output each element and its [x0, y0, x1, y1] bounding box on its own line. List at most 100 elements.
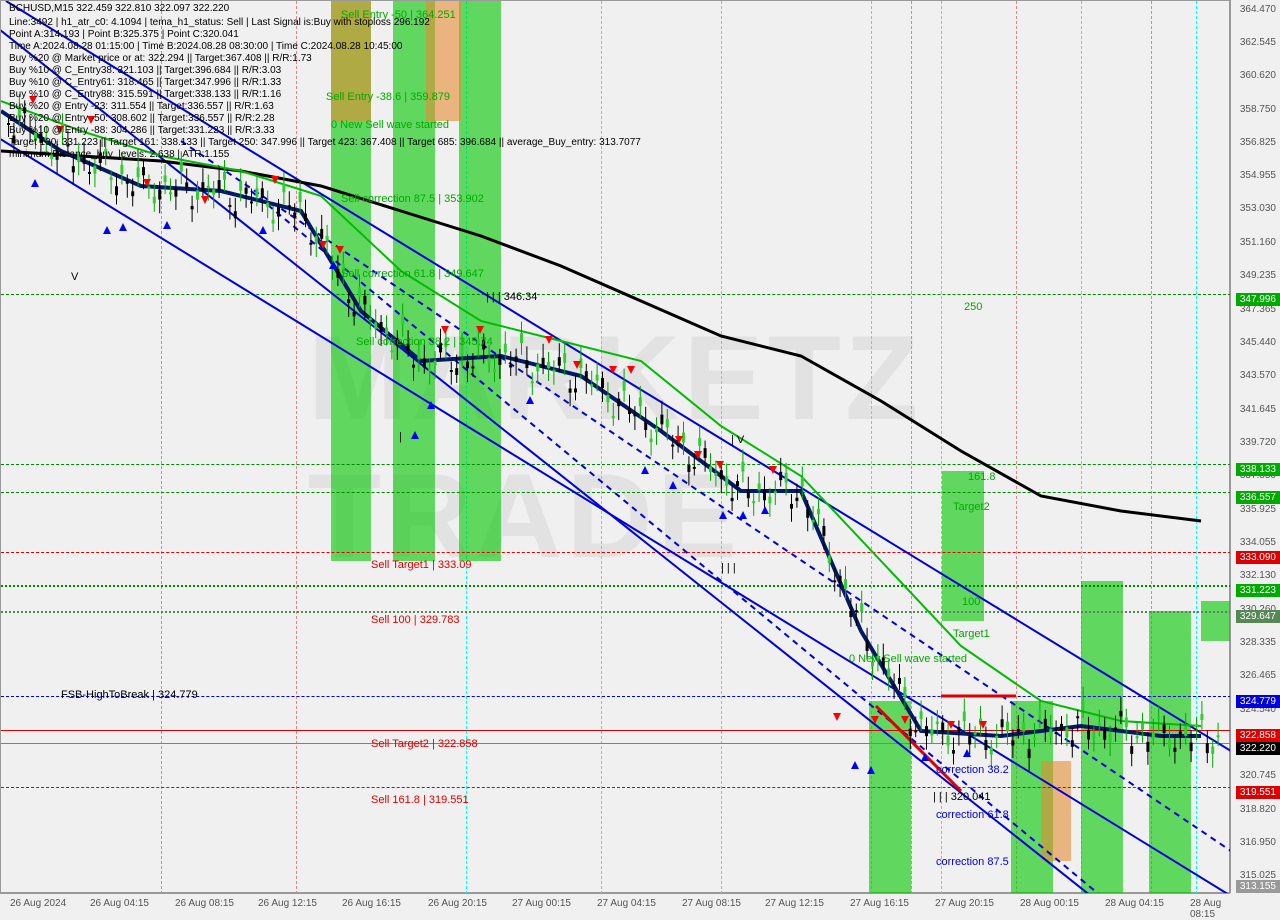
- info-line: Buy %20 @ Entry -23: 311.554 || Target:3…: [9, 101, 274, 112]
- y-axis-label: 349.235: [1240, 270, 1276, 281]
- chart-label: Sell correction 38.2 | 345.74: [356, 336, 493, 348]
- arrow-up-icon: [526, 396, 534, 404]
- x-axis-label: 28 Aug 04:15: [1105, 898, 1164, 909]
- arrow-down-icon: [833, 713, 841, 721]
- arrow-up-icon: [259, 226, 267, 234]
- chart-label: Sell Entry -38.6 | 359.879: [326, 91, 450, 103]
- hline: [1, 611, 1231, 613]
- arrow-down-icon: [609, 366, 617, 374]
- arrow-down-icon: [675, 436, 683, 444]
- arrow-up-icon: [641, 466, 649, 474]
- x-axis-label: 27 Aug 00:15: [512, 898, 571, 909]
- chart-label: Sell 100 | 329.783: [371, 614, 459, 626]
- chart-label: Sell Target2 | 322.858: [371, 738, 478, 750]
- x-axis-label: 26 Aug 12:15: [258, 898, 317, 909]
- info-line: Time A:2024.08.28 01:15:00 | Time B:2024…: [9, 41, 402, 52]
- hline: [1, 464, 1231, 465]
- vline: [721, 1, 722, 894]
- chart-label: V: [71, 271, 78, 283]
- arrow-down-icon: [441, 326, 449, 334]
- info-line: Buy %20 @ Market price or at: 322.294 ||…: [9, 53, 312, 64]
- arrow-up-icon: [119, 223, 127, 231]
- price-tag: 333.090: [1236, 551, 1280, 564]
- zone-rect: [1149, 611, 1191, 901]
- arrow-up-icon: [411, 431, 419, 439]
- chart-label: correction 61.8: [936, 809, 1009, 821]
- y-axis-label: 360.620: [1240, 70, 1276, 81]
- arrow-down-icon: [545, 336, 553, 344]
- arrow-down-icon: [143, 179, 151, 187]
- arrow-up-icon: [163, 221, 171, 229]
- zone-rect: [1041, 761, 1071, 861]
- chart-label: 161.8: [968, 471, 996, 483]
- x-axis-label: 26 Aug 2024: [10, 898, 66, 909]
- info-line: Buy %10 @ Entry -88: 304.286 || Target:3…: [9, 125, 275, 136]
- arrow-down-icon: [573, 361, 581, 369]
- plot-area[interactable]: MARKETZ TRADE Sell Entry -50 | 364.251Se…: [0, 0, 1230, 893]
- zone-rect: [459, 1, 501, 561]
- arrow-up-icon: [103, 226, 111, 234]
- hline: [1, 730, 1231, 731]
- info-line: Buy %10 @ C_Entry38: 321.103 || Target:3…: [9, 65, 281, 76]
- y-axis-label: 334.055: [1240, 537, 1276, 548]
- x-axis-label: 27 Aug 16:15: [850, 898, 909, 909]
- arrow-up-icon: [761, 506, 769, 514]
- y-axis-label: 356.825: [1240, 137, 1276, 148]
- x-axis-label: 26 Aug 08:15: [175, 898, 234, 909]
- chart-label: Sell correction 61.8 | 349.647: [341, 268, 484, 280]
- hline: [1, 743, 1231, 744]
- info-line: Buy %10 @ C_Entry61: 318.465 || Target:3…: [9, 77, 281, 88]
- chart-label: 0 New Sell wave started: [849, 653, 967, 665]
- chart-label: | | |: [721, 562, 736, 574]
- vline: [1196, 1, 1197, 894]
- vline: [296, 1, 297, 894]
- y-axis-label: 335.925: [1240, 504, 1276, 515]
- arrow-up-icon: [739, 511, 747, 519]
- chart-label: 250: [964, 301, 982, 313]
- x-axis-label: 27 Aug 04:15: [597, 898, 656, 909]
- price-tag: 322.220: [1236, 742, 1280, 755]
- x-axis-label: 28 Aug 08:15: [1190, 898, 1230, 920]
- chart-label: | V: [731, 434, 744, 446]
- arrow-down-icon: [901, 716, 909, 724]
- arrow-down-icon: [627, 366, 635, 374]
- chart-label: | | | 346.34: [486, 291, 537, 303]
- price-tag: 331.223: [1236, 584, 1280, 597]
- y-axis-label: 326.465: [1240, 670, 1276, 681]
- chart-container: MARKETZ TRADE Sell Entry -50 | 364.251Se…: [0, 0, 1280, 920]
- chart-label: correction 38.2: [936, 764, 1009, 776]
- x-axis-label: 27 Aug 20:15: [935, 898, 994, 909]
- x-axis-label: 28 Aug 00:15: [1020, 898, 1079, 909]
- arrow-up-icon: [669, 481, 677, 489]
- zone-rect: [1081, 581, 1123, 901]
- price-tag: 338.133: [1236, 463, 1280, 476]
- arrow-up-icon: [921, 753, 929, 761]
- y-axis-label: 362.545: [1240, 37, 1276, 48]
- arrow-down-icon: [271, 176, 279, 184]
- arrow-down-icon: [871, 716, 879, 724]
- vline: [941, 1, 942, 894]
- price-tag: 324.779: [1236, 695, 1280, 708]
- x-axis-label: 26 Aug 16:15: [342, 898, 401, 909]
- info-line: Target 100: 331.223 || Target 161: 338.1…: [9, 137, 641, 148]
- arrow-up-icon: [31, 179, 39, 187]
- x-axis-label: 27 Aug 12:15: [765, 898, 824, 909]
- info-line: Buy %10 @ C_Entry88: 315.591 || Target:3…: [9, 89, 281, 100]
- arrow-down-icon: [769, 466, 777, 474]
- arrow-up-icon: [427, 401, 435, 409]
- price-tag: 322.858: [1236, 729, 1280, 742]
- arrow-up-icon: [867, 766, 875, 774]
- price-tag: 336.557: [1236, 491, 1280, 504]
- chart-label: 0 New Sell wave started: [331, 119, 449, 131]
- arrow-down-icon: [201, 196, 209, 204]
- arrow-up-icon: [719, 511, 727, 519]
- hline: [1, 294, 1231, 295]
- arrow-down-icon: [336, 246, 344, 254]
- info-line: minimum Distance_buy_levels: 2.638 | ATR…: [9, 149, 229, 160]
- price-tag: 313.155: [1236, 880, 1280, 893]
- arrow-up-icon: [329, 261, 337, 269]
- chart-label: Sell 161.8 | 319.551: [371, 794, 469, 806]
- arrow-up-icon: [851, 761, 859, 769]
- arrow-down-icon: [979, 721, 987, 729]
- y-axis-label: 316.950: [1240, 837, 1276, 848]
